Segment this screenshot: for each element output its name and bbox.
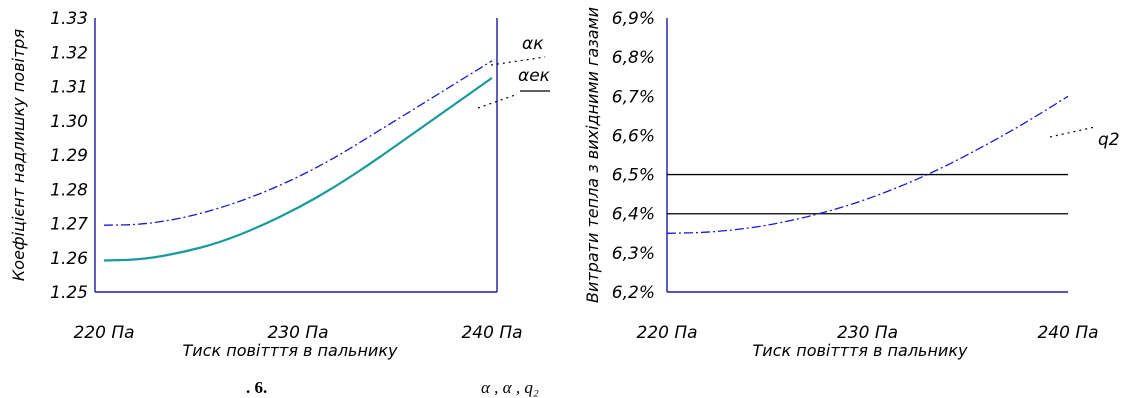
- x-tick-label: 220 Па: [636, 323, 697, 343]
- right-series-group: [667, 96, 1068, 233]
- caption-figure-number: . 6.: [246, 378, 267, 397]
- y-tick-label: 6,2%: [612, 283, 655, 303]
- y-tick-label: 6,4%: [612, 205, 655, 225]
- y-tick-label: 1.25: [50, 283, 88, 303]
- leader-alpha-k: [491, 57, 545, 65]
- y-tick-label: 6,3%: [612, 244, 655, 264]
- series-line: [104, 61, 492, 225]
- leader-q2: [1050, 127, 1095, 137]
- x-tick-label: 240 Па: [1037, 323, 1098, 343]
- series-label-alpha-k: αк: [522, 34, 544, 54]
- figure-caption: . 6. α , α , q₂: [246, 378, 539, 397]
- series-label-q2: q2: [1098, 130, 1120, 150]
- left-x-ticks: 220 Па 230 Па 240 Па: [73, 323, 522, 343]
- y-tick-label: 1.33: [50, 9, 88, 29]
- left-series-group: [104, 61, 492, 261]
- caption-symbols: α , α , q₂: [481, 378, 539, 397]
- left-y-ticks: 1.25 1.26 1.27 1.28 1.29 1.30 1.31 1.32 1.33: [50, 9, 88, 303]
- y-tick-label: 1.31: [50, 78, 88, 98]
- series-line: [104, 78, 492, 261]
- chart-excess-air-coefficient: 1.25 1.26 1.27 1.28 1.29 1.30 1.31 1.32 1.33 220…: [9, 9, 551, 360]
- left-y-axis-title: Коефіцієнт надлишку повітря: [9, 29, 28, 282]
- series-line: [667, 96, 1068, 233]
- y-tick-label: 1.28: [50, 180, 88, 200]
- right-x-ticks: 220 Па 230 Па 240 Па: [636, 323, 1098, 343]
- chart-heat-loss: 6,2%6,3%6,4%6,5%6,6%6,7%6,8%6,9% 220 Па 2…: [583, 7, 1120, 360]
- y-tick-label: 6,6%: [612, 126, 655, 146]
- y-tick-label: 1.26: [50, 249, 88, 269]
- y-tick-label: 1.27: [50, 215, 88, 235]
- left-x-axis-title: Тиск повітття в пальнику: [183, 341, 398, 360]
- y-tick-label: 1.30: [50, 112, 88, 132]
- series-label-alpha-ek: αек: [518, 66, 551, 86]
- right-y-ticks: 6,2% 6,3% 6,4% 6,5% 6,6% 6,7% 6,8% 6,9%: [612, 9, 655, 303]
- right-y-axis-title: Витрати тепла з вихідними газами: [583, 7, 602, 303]
- y-tick-label: 1.32: [50, 43, 88, 63]
- y-tick-label: 6,7%: [612, 87, 655, 107]
- y-tick-label: 1.29: [50, 146, 88, 166]
- y-tick-label: 6,8%: [612, 48, 655, 68]
- right-x-axis-title: Тиск повітття в пальнику: [753, 341, 968, 360]
- x-tick-label: 240 Па: [461, 323, 522, 343]
- y-tick-label: 6,9%: [612, 9, 655, 29]
- y-tick-label: 6,5%: [612, 166, 655, 186]
- right-reference-lines: [667, 175, 1068, 214]
- x-tick-label: 220 Па: [73, 323, 134, 343]
- x-tick-label: 230 Па: [267, 323, 328, 343]
- x-tick-label: 230 Па: [837, 323, 898, 343]
